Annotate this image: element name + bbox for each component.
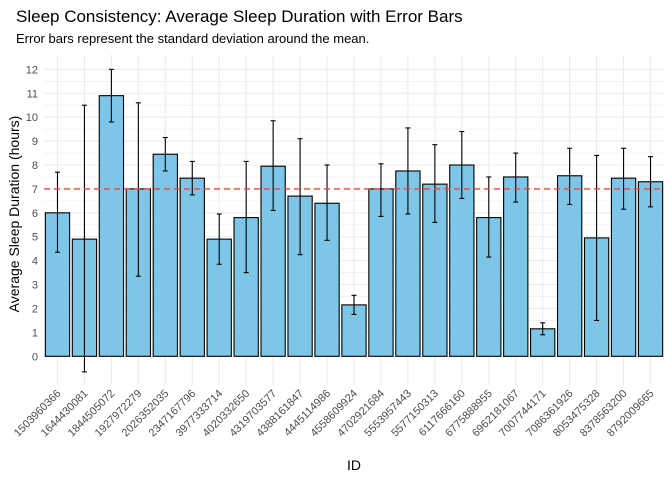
error-bar — [81, 104, 87, 373]
error-bar — [621, 147, 627, 210]
bar — [314, 202, 340, 357]
error-bar — [648, 156, 654, 208]
bar — [530, 328, 556, 357]
bar — [556, 175, 583, 357]
error-bar — [486, 176, 492, 258]
y-tick-label: 0 — [32, 351, 38, 363]
error-bar — [351, 294, 357, 316]
error-bars — [54, 68, 654, 373]
error-bar — [540, 322, 546, 336]
error-bar — [567, 147, 573, 206]
x-axis-title: ID — [347, 457, 361, 473]
error-bar — [216, 213, 222, 265]
error-bar — [459, 130, 465, 200]
bar — [503, 176, 529, 357]
error-bar — [594, 154, 600, 321]
error-bar — [189, 160, 195, 196]
y-tick-label: 2 — [32, 303, 38, 315]
y-tick-label: 5 — [32, 232, 38, 244]
error-bar — [108, 68, 114, 123]
error-bar — [378, 163, 384, 217]
y-tick-label: 3 — [32, 280, 38, 292]
bar — [152, 153, 178, 357]
y-tick-label: 11 — [27, 88, 38, 100]
bar — [98, 95, 125, 357]
x-axis-ticks: 1503960366164443008118445050721927972279… — [12, 388, 657, 440]
bars — [44, 95, 664, 357]
error-bar — [162, 136, 168, 172]
bar — [179, 177, 205, 357]
error-bar — [270, 120, 276, 211]
y-tick-label: 1 — [32, 327, 38, 339]
error-bar — [297, 138, 303, 256]
error-bar — [405, 127, 411, 215]
y-tick-label: 12 — [26, 64, 38, 76]
y-tick-label: 10 — [26, 112, 38, 124]
y-axis-title: Average Sleep Duration (hours) — [6, 116, 22, 313]
error-bar — [513, 152, 519, 203]
y-tick-label: 8 — [32, 160, 38, 172]
error-bar — [432, 144, 438, 223]
bar — [637, 181, 664, 357]
y-tick-label: 9 — [32, 136, 38, 148]
error-bar — [324, 164, 330, 241]
chart-subtitle: Error bars represent the standard deviat… — [16, 31, 369, 46]
error-bar — [54, 171, 60, 253]
y-tick-label: 6 — [32, 208, 38, 220]
error-bar — [243, 160, 249, 274]
y-tick-label: 4 — [32, 256, 38, 268]
chart-title: Sleep Consistency: Average Sleep Duratio… — [16, 7, 463, 26]
y-tick-label: 7 — [32, 184, 38, 196]
